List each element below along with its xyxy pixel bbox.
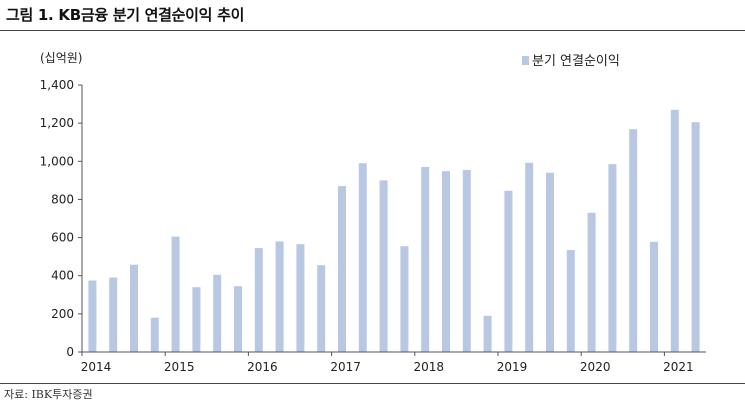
x-axis: 2014 2015 2016 2017 2018 2019 2020 2021 — [81, 351, 706, 374]
legend-swatch — [522, 56, 529, 65]
bar-1Q16 — [254, 248, 263, 352]
bar-1Q21 — [670, 109, 679, 352]
bar-3Q14 — [130, 264, 138, 352]
x-tick-label: 2021 — [663, 360, 694, 374]
bar-1Q14 — [88, 280, 97, 352]
bar-4Q14 — [150, 317, 159, 352]
y-axis: 0 200 400 600 800 1,000 1,200 1,400 — [40, 78, 83, 359]
bar-2Q17 — [358, 163, 367, 352]
bar-3Q20 — [629, 129, 638, 352]
bar-1Q19 — [504, 190, 513, 352]
source-note: 자료: IBK투자증권 — [4, 388, 93, 401]
bar-4Q17 — [400, 246, 409, 352]
bar-3Q17 — [379, 180, 388, 352]
bar-1Q15 — [171, 236, 180, 352]
y-tick-label: 1,200 — [40, 116, 74, 130]
y-tick-label: 0 — [66, 345, 74, 359]
x-tick-label: 2019 — [497, 360, 528, 374]
x-tick-label: 2018 — [414, 360, 445, 374]
y-tick-label: 1,000 — [40, 154, 74, 168]
legend-label: 분기 연결순이익 — [532, 54, 620, 69]
bar-3Q19 — [546, 172, 554, 352]
bar-2Q19 — [525, 162, 534, 352]
x-tick-label: 2017 — [330, 360, 361, 374]
bar-2Q15 — [192, 287, 201, 352]
bar-4Q16 — [317, 265, 326, 352]
bar-4Q18 — [483, 315, 492, 352]
bar-1Q17 — [338, 186, 346, 352]
y-unit-label: (십억원) — [40, 51, 82, 65]
bar-4Q20 — [650, 241, 658, 352]
bar-2Q14 — [109, 277, 118, 352]
bar-4Q15 — [234, 286, 242, 352]
bar-2Q16 — [275, 241, 284, 352]
x-tick-label: 2016 — [247, 360, 278, 374]
x-tick-label: 2014 — [81, 360, 112, 374]
y-tick-label: 800 — [51, 192, 74, 206]
bar-3Q15 — [213, 274, 222, 352]
bar-3Q18 — [462, 169, 471, 352]
y-tick-label: 200 — [51, 307, 74, 321]
bar-2Q21 — [691, 122, 700, 352]
bar-4Q19 — [566, 250, 575, 352]
title-rule — [0, 30, 745, 31]
source-rule — [0, 383, 745, 384]
figure-title: 그림 1. KB금융 분기 연결순이익 추이 — [6, 6, 245, 24]
x-tick-label: 2020 — [580, 360, 611, 374]
y-tick-label: 400 — [51, 269, 74, 283]
x-tick-label: 2015 — [164, 360, 195, 374]
legend: 분기 연결순이익 — [522, 54, 620, 69]
bar-3Q16 — [296, 244, 305, 352]
bars — [88, 109, 700, 352]
bar-1Q18 — [421, 167, 430, 352]
y-tick-label: 1,400 — [40, 78, 74, 92]
bar-2Q18 — [442, 171, 450, 352]
y-tick-label: 600 — [51, 231, 74, 245]
bar-2Q20 — [608, 164, 617, 352]
bar-1Q20 — [587, 212, 596, 352]
